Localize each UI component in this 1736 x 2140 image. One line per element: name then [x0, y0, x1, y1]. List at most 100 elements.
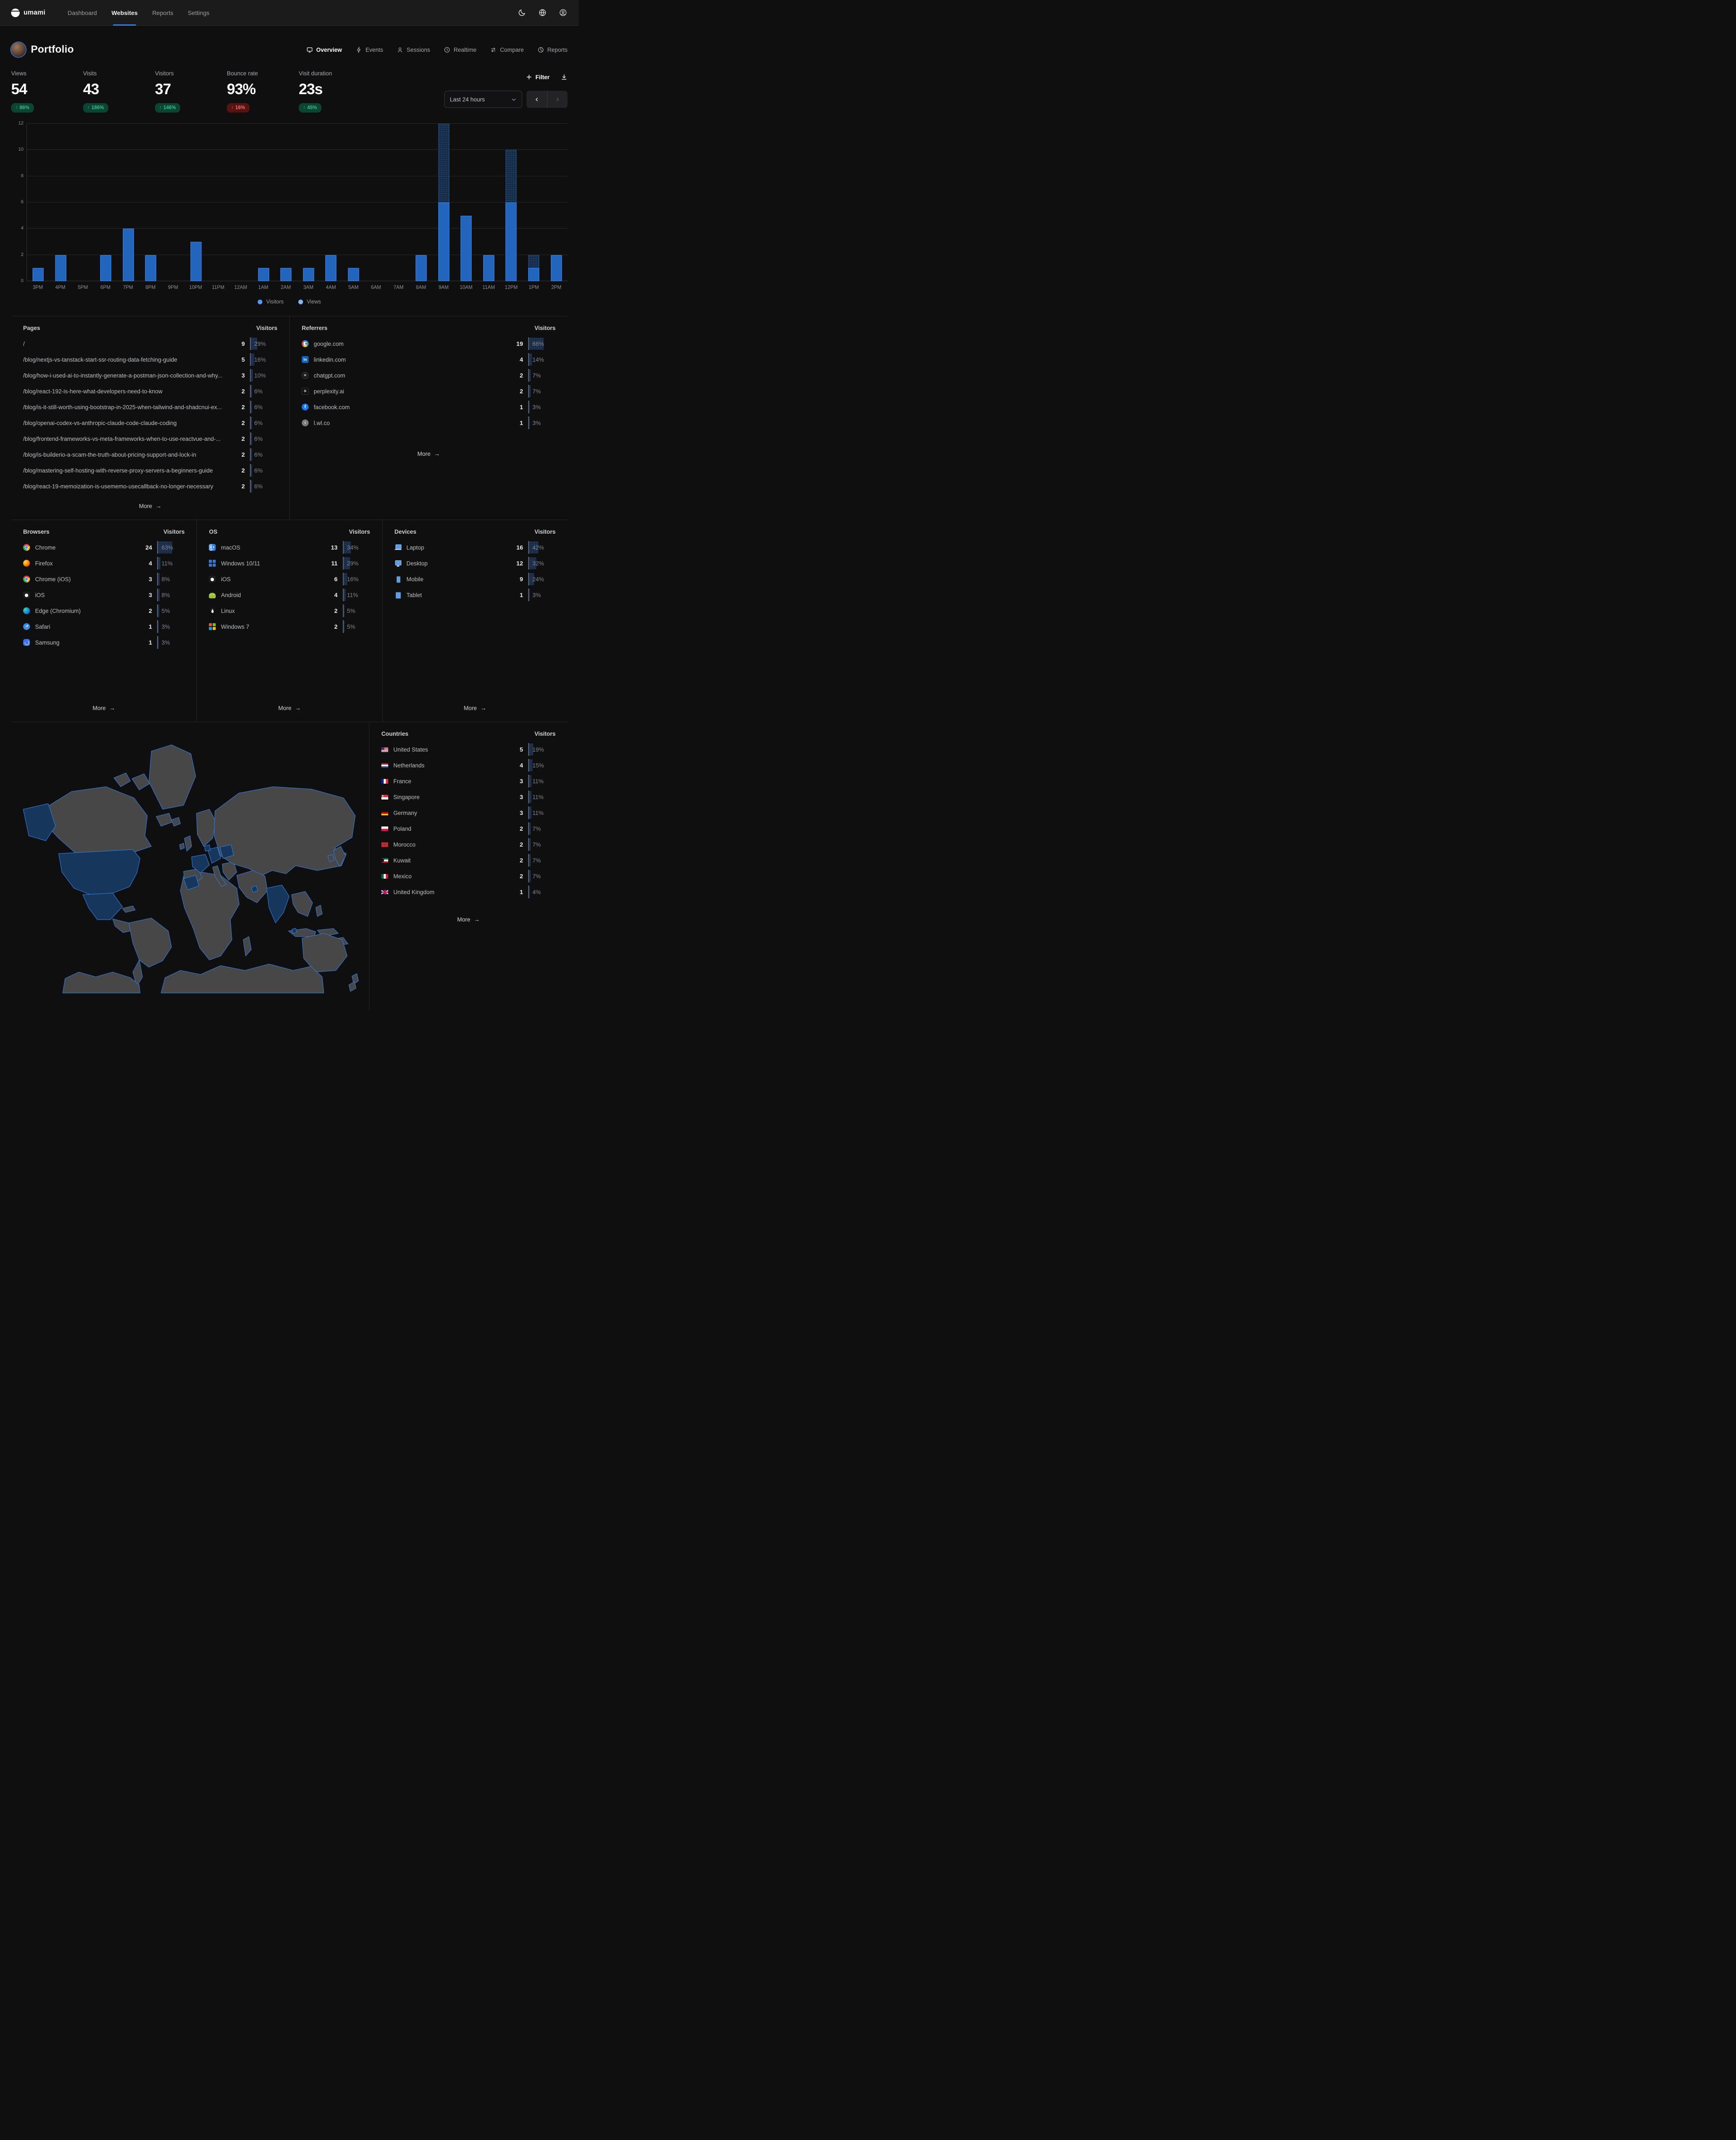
table-row[interactable]: /blog/react-192-is-here-what-developers-…	[23, 385, 277, 398]
table-row[interactable]: United Kingdom 1 4%	[381, 886, 556, 898]
referrers-more-link[interactable]: More	[302, 443, 556, 457]
row-count: 6	[334, 576, 338, 583]
table-row[interactable]: Tablet 1 3%	[395, 588, 556, 601]
table-row[interactable]: /blog/how-i-used-ai-to-instantly-generat…	[23, 369, 277, 382]
table-row[interactable]: United States 5 19%	[381, 743, 556, 756]
language-button[interactable]	[538, 8, 547, 18]
table-row[interactable]: linkedin.com 4 14%	[302, 353, 556, 366]
row-label: macOS	[221, 544, 241, 551]
table-row[interactable]: Edge (Chromium) 2 5%	[23, 604, 184, 617]
table-row[interactable]: Samsung 1 3%	[23, 636, 184, 649]
table-row[interactable]: Android 4 11%	[209, 588, 370, 601]
visitors-column-header: Visitors	[534, 529, 556, 535]
table-row[interactable]: Germany 3 11%	[381, 806, 556, 819]
table-row[interactable]: facebook.com 1 3%	[302, 401, 556, 413]
row-percent: 6%	[254, 388, 263, 395]
devices-more-link[interactable]: More	[395, 698, 556, 711]
nav-item-dashboard[interactable]: Dashboard	[67, 9, 97, 16]
add-filter-button[interactable]: Filter	[526, 74, 550, 80]
table-row[interactable]: google.com 19 66%	[302, 337, 556, 350]
pages-more-link[interactable]: More	[23, 496, 277, 509]
table-row[interactable]: Windows 10/11 11 29%	[209, 557, 370, 570]
next-period-button[interactable]	[547, 91, 568, 108]
download-button[interactable]	[561, 74, 568, 80]
table-row[interactable]: / 9 29%	[23, 337, 277, 350]
table-row[interactable]: Mobile 9 24%	[395, 573, 556, 586]
edge-icon	[23, 607, 30, 614]
table-row[interactable]: Windows 7 2 5%	[209, 620, 370, 633]
tab-events[interactable]: Events	[356, 47, 383, 53]
row-count: 2	[241, 419, 245, 426]
table-row[interactable]: /blog/frontend-frameworks-vs-meta-framew…	[23, 432, 277, 445]
umami-logo-icon	[11, 8, 20, 17]
profile-button[interactable]	[558, 8, 568, 18]
table-row[interactable]: Singapore 3 11%	[381, 791, 556, 803]
chatgpt-icon	[302, 372, 309, 379]
table-row[interactable]: /blog/is-builderio-a-scam-the-truth-abou…	[23, 448, 277, 461]
table-row[interactable]: perplexity.ai 2 7%	[302, 385, 556, 398]
nav-item-websites[interactable]: Websites	[111, 0, 138, 26]
table-row[interactable]: Firefox 4 11%	[23, 557, 184, 570]
gb-flag-icon	[381, 889, 388, 895]
row-percent-bar: 6%	[250, 464, 277, 477]
tab-realtime[interactable]: Realtime	[444, 47, 476, 53]
table-row[interactable]: /blog/openai-codex-vs-anthropic-claude-c…	[23, 416, 277, 429]
table-row[interactable]: /blog/nextjs-vs-tanstack-start-ssr-routi…	[23, 353, 277, 366]
tab-sessions[interactable]: Sessions	[397, 47, 430, 53]
table-row[interactable]: chatgpt.com 2 7%	[302, 369, 556, 382]
os-panel: OS Visitors macOS 13 34% Windows 10/11 1…	[196, 520, 382, 722]
table-row[interactable]: Desktop 12 32%	[395, 557, 556, 570]
row-label: l.wl.co	[314, 419, 330, 426]
kw-flag-icon	[381, 858, 388, 863]
table-row[interactable]: /blog/is-it-still-worth-using-bootstrap-…	[23, 401, 277, 413]
table-row[interactable]: Linux 2 5%	[209, 604, 370, 617]
visitors-column-header: Visitors	[163, 529, 185, 535]
table-row[interactable]: Morocco 2 7%	[381, 838, 556, 851]
lwlco-icon	[302, 419, 309, 426]
browsers-more-link[interactable]: More	[23, 698, 184, 711]
table-row[interactable]: Chrome (iOS) 3 8%	[23, 573, 184, 586]
row-label: /blog/mastering-self-hosting-with-revers…	[23, 467, 213, 474]
countries-more-link[interactable]: More	[381, 909, 556, 923]
table-row[interactable]: macOS 13 34%	[209, 541, 370, 554]
umami-logo-text: umami	[24, 9, 45, 16]
table-row[interactable]: /blog/mastering-self-hosting-with-revers…	[23, 464, 277, 477]
table-row[interactable]: Safari 1 3%	[23, 620, 184, 633]
legend-visitors: Visitors	[258, 299, 284, 305]
nav-item-reports[interactable]: Reports	[152, 9, 173, 16]
table-row[interactable]: Laptop 16 42%	[394, 541, 556, 554]
metric-value: 23s	[299, 81, 323, 98]
table-row[interactable]: l.wl.co 1 3%	[302, 416, 556, 429]
tab-compare[interactable]: Compare	[490, 47, 524, 53]
bar-10am	[455, 124, 478, 281]
chevron-right-icon	[556, 97, 559, 101]
table-row[interactable]: Mexico 2 7%	[381, 870, 556, 883]
date-range-select[interactable]: Last 24 hours	[444, 91, 522, 108]
row-label: facebook.com	[314, 404, 350, 410]
table-row[interactable]: Chrome 24 63%	[23, 541, 184, 554]
table-row[interactable]: /blog/react-19-memoization-is-usememo-us…	[23, 480, 277, 493]
tab-reports[interactable]: Reports	[538, 47, 568, 53]
row-percent: 11%	[532, 794, 544, 800]
table-row[interactable]: Kuwait 2 7%	[381, 854, 556, 867]
prev-period-button[interactable]	[526, 91, 547, 108]
pages-panel: Pages Visitors / 9 29% /blog/nextjs-vs-t…	[11, 316, 289, 520]
row-count: 2	[241, 404, 245, 410]
countries-panel: Countries Visitors United States 5 19% N…	[369, 722, 568, 1011]
os-more-link[interactable]: More	[209, 698, 370, 711]
table-row[interactable]: France 3 11%	[381, 775, 556, 788]
row-percent: 11%	[347, 591, 358, 598]
metric-value: 43	[83, 81, 99, 98]
table-row[interactable]: Poland 2 7%	[381, 822, 556, 835]
theme-toggle-button[interactable]	[517, 8, 526, 18]
row-label: Singapore	[393, 794, 420, 800]
table-row[interactable]: iOS 6 16%	[209, 573, 370, 586]
tab-overview[interactable]: Overview	[306, 47, 342, 53]
row-count: 2	[334, 607, 338, 614]
de-flag-icon	[381, 810, 388, 815]
table-row[interactable]: Netherlands 4 15%	[381, 759, 556, 772]
table-row[interactable]: iOS 3 8%	[23, 588, 184, 601]
row-percent: 8%	[161, 591, 170, 598]
bar-11am	[478, 124, 500, 281]
nav-item-settings[interactable]: Settings	[187, 9, 210, 16]
